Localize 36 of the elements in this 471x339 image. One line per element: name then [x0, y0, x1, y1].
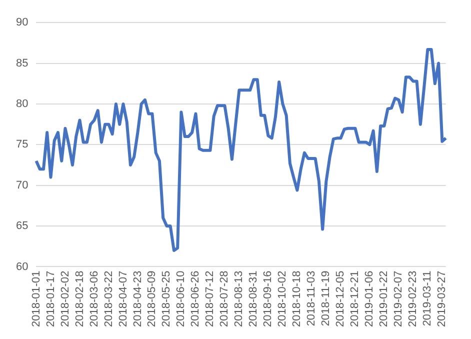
x-tick-label: 2018-08-31 — [248, 270, 260, 328]
x-tick-label: 2019-02-07 — [392, 270, 405, 328]
x-tick-label: 2019-03-11 — [422, 270, 434, 326]
x-tick-label: 2018-02-02 — [59, 270, 72, 328]
y-tick-label: 85 — [16, 57, 28, 70]
x-tick-label: 2018-01-01 — [30, 270, 42, 328]
x-tick-label: 2018-04-07 — [117, 270, 130, 328]
x-tick-label: 2018-10-18 — [291, 270, 304, 328]
y-tick-label: 80 — [16, 98, 28, 110]
x-tick-label: 2018-06-26 — [190, 270, 202, 328]
x-tick-label: 2018-07-12 — [204, 270, 216, 328]
x-tick-label: 2018-02-18 — [74, 270, 86, 328]
x-tick-label: 2018-04-23 — [132, 270, 144, 328]
x-tick-label: 2018-11-03 — [306, 270, 318, 326]
x-tick-label: 2019-01-06 — [364, 270, 376, 328]
x-tick-label: 2018-10-02 — [276, 270, 289, 328]
y-tick-label: 60 — [16, 260, 28, 273]
y-tick-label: 75 — [16, 138, 28, 151]
x-tick-label: 2018-12-21 — [349, 270, 362, 328]
y-tick-label: 65 — [16, 220, 28, 232]
x-tick-label: 2018-01-17 — [44, 270, 57, 328]
x-tick-label: 2018-03-06 — [88, 270, 100, 328]
x-tick-label: 2018-09-16 — [262, 270, 274, 328]
x-tick-label: 2018-05-09 — [146, 270, 158, 328]
x-tick-label: 2018-05-25 — [160, 270, 173, 328]
y-tick-label: 90 — [16, 16, 28, 29]
x-tick-label: 2018-03-22 — [102, 270, 115, 328]
y-tick-label: 70 — [16, 179, 28, 192]
x-tick-label: 2019-03-27 — [436, 270, 448, 328]
x-tick-label: 2018-06-10 — [175, 270, 188, 328]
x-tick-label: 2018-08-13 — [233, 270, 246, 328]
x-tick-label: 2018-11-19 — [320, 270, 332, 326]
x-tick-label: 2019-01-22 — [378, 270, 390, 328]
x-tick-label: 2018-07-28 — [218, 270, 231, 328]
x-tick-label: 2019-02-23 — [407, 270, 420, 328]
x-tick-label: 2018-12-05 — [334, 270, 347, 328]
